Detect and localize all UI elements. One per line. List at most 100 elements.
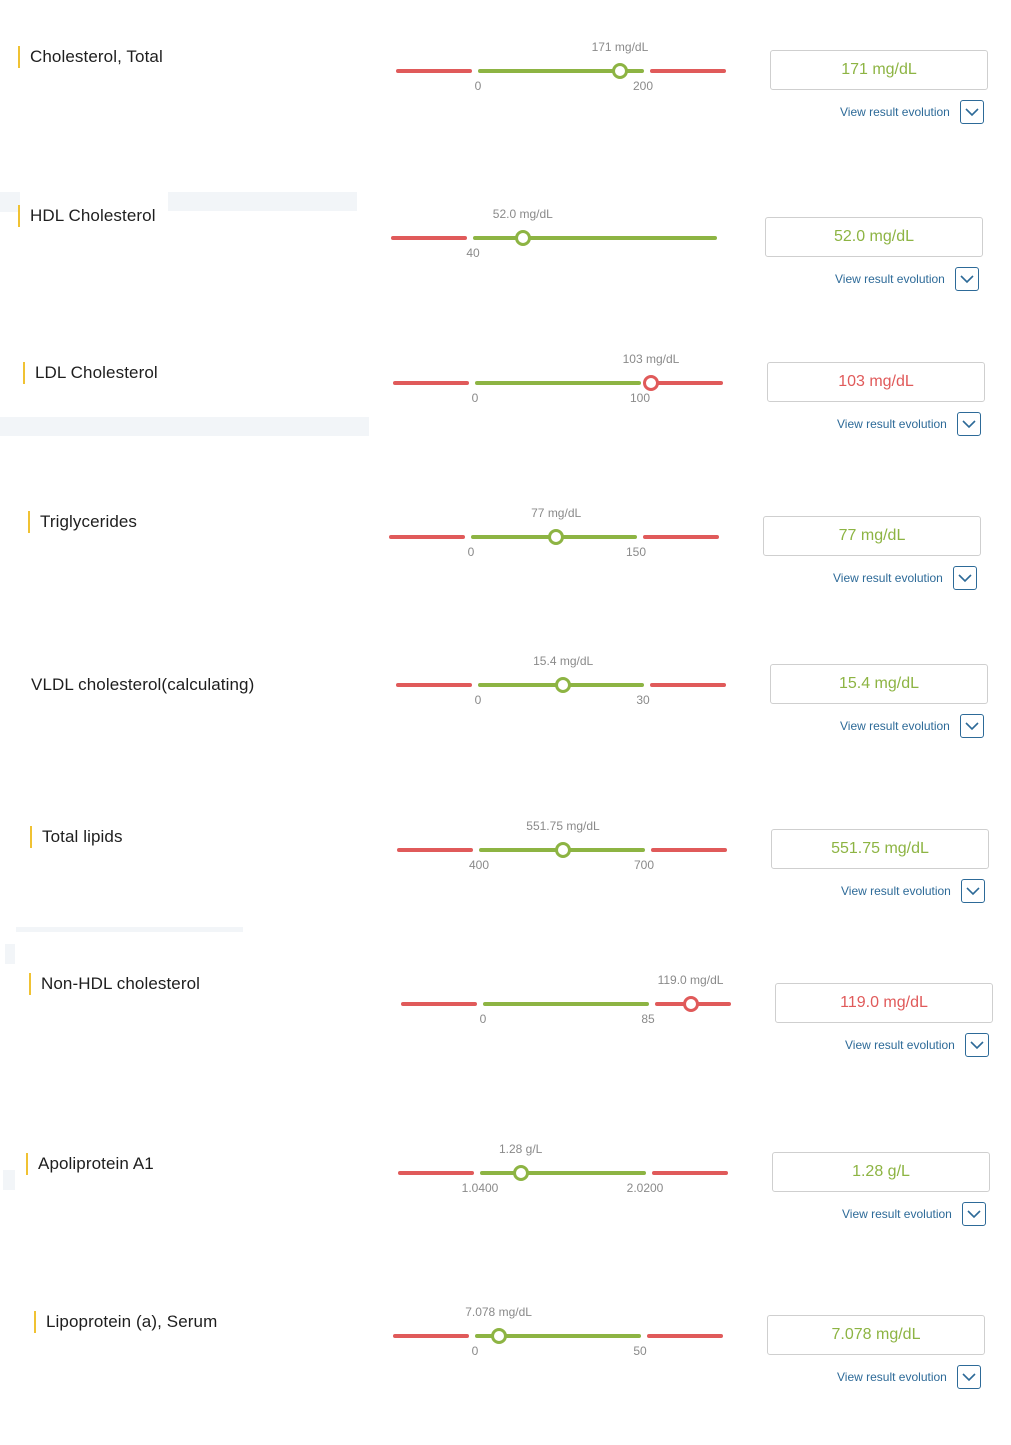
- low-limit-label: 400: [468, 858, 490, 872]
- normal-range-segment: [475, 381, 641, 385]
- result-value-label: 52.0 mg/dL: [492, 207, 553, 221]
- view-result-evolution[interactable]: View result evolution: [837, 412, 981, 436]
- view-result-evolution-link[interactable]: View result evolution: [837, 1370, 947, 1384]
- result-value-box: 171 mg/dL: [770, 50, 988, 90]
- background-band: [5, 944, 15, 964]
- result-marker: [555, 677, 572, 693]
- low-range-segment: [398, 1171, 474, 1175]
- low-limit-label: 0: [471, 1344, 479, 1358]
- result-value-box: 103 mg/dL: [767, 362, 985, 402]
- view-result-evolution-link[interactable]: View result evolution: [841, 884, 951, 898]
- view-result-evolution[interactable]: View result evolution: [842, 1202, 986, 1226]
- result-value-box: 77 mg/dL: [763, 516, 981, 556]
- reference-range-bar: 15.4 mg/dL 0 30: [396, 654, 726, 727]
- high-limit-label: 50: [633, 1344, 647, 1358]
- view-result-evolution[interactable]: View result evolution: [840, 714, 984, 738]
- high-limit-label: 700: [633, 858, 655, 872]
- result-marker: [682, 996, 699, 1012]
- low-limit-label: 0: [467, 545, 475, 559]
- result-value-label: 7.078 mg/dL: [465, 1305, 532, 1319]
- chevron-down-icon: [962, 1372, 976, 1381]
- reference-range-bar: 1.28 g/L 1.0400 2.0200: [398, 1142, 728, 1215]
- result-value-box: 7.078 mg/dL: [767, 1315, 985, 1355]
- low-limit-label: 1.0400: [461, 1181, 499, 1195]
- expand-button[interactable]: [964, 1033, 989, 1057]
- view-result-evolution[interactable]: View result evolution: [835, 267, 979, 291]
- chevron-down-icon: [960, 274, 974, 283]
- high-limit-label: 150: [625, 545, 647, 559]
- result-marker: [490, 1328, 507, 1344]
- expand-button[interactable]: [956, 1365, 981, 1389]
- low-range-segment: [396, 69, 472, 73]
- chevron-down-icon: [965, 107, 979, 116]
- expand-button[interactable]: [952, 566, 977, 590]
- chevron-down-icon: [965, 721, 979, 730]
- high-limit-label: 30: [636, 693, 650, 707]
- test-name-vldl-cholesterol-calculating: VLDL cholesterol(calculating): [31, 675, 255, 694]
- high-range-segment: [647, 1334, 723, 1338]
- normal-range-segment: [473, 236, 717, 240]
- chevron-down-icon: [970, 1040, 984, 1049]
- result-value-label: 551.75 mg/dL: [526, 819, 600, 833]
- result-marker: [554, 842, 571, 858]
- view-result-evolution[interactable]: View result evolution: [837, 1365, 981, 1389]
- background-band: [168, 192, 357, 211]
- test-name-cholesterol-total: Cholesterol, Total: [18, 46, 163, 68]
- low-range-segment: [391, 236, 467, 240]
- result-value-label: 119.0 mg/dL: [657, 973, 724, 987]
- normal-range-segment: [480, 1171, 646, 1175]
- view-result-evolution-link[interactable]: View result evolution: [833, 571, 943, 585]
- low-range-segment: [389, 535, 465, 539]
- high-range-segment: [652, 1171, 728, 1175]
- result-value-box: 15.4 mg/dL: [770, 664, 988, 704]
- view-result-evolution-link[interactable]: View result evolution: [840, 719, 950, 733]
- view-result-evolution[interactable]: View result evolution: [845, 1033, 989, 1057]
- view-result-evolution[interactable]: View result evolution: [840, 100, 984, 124]
- expand-button[interactable]: [956, 412, 981, 436]
- high-limit-label: 85: [641, 1012, 655, 1026]
- view-result-evolution-link[interactable]: View result evolution: [835, 272, 945, 286]
- reference-range-bar: 119.0 mg/dL 0 85: [401, 973, 731, 1046]
- expand-button[interactable]: [954, 267, 979, 291]
- reference-range-bar: 77 mg/dL 0 150: [389, 506, 719, 579]
- result-value-label: 1.28 g/L: [498, 1142, 543, 1156]
- reference-range-bar: 103 mg/dL 0 100: [393, 352, 723, 425]
- low-limit-label: 40: [466, 246, 480, 260]
- reference-range-bar: 7.078 mg/dL 0 50: [393, 1305, 723, 1378]
- view-result-evolution-link[interactable]: View result evolution: [837, 417, 947, 431]
- reference-range-bar: 551.75 mg/dL 400 700: [397, 819, 727, 892]
- view-result-evolution-link[interactable]: View result evolution: [845, 1038, 955, 1052]
- test-name-total-lipids: Total lipids: [30, 826, 123, 848]
- normal-range-segment: [483, 1002, 649, 1006]
- low-range-segment: [393, 381, 469, 385]
- test-name-non-hdl-cholesterol: Non-HDL cholesterol: [29, 973, 200, 995]
- chevron-down-icon: [967, 1209, 981, 1218]
- view-result-evolution-link[interactable]: View result evolution: [840, 105, 950, 119]
- test-name-triglycerides: Triglycerides: [28, 511, 137, 533]
- expand-button[interactable]: [960, 879, 985, 903]
- reference-range-bar: 52.0 mg/dL 40: [391, 207, 721, 280]
- test-name-hdl-cholesterol: HDL Cholesterol: [18, 205, 156, 227]
- background-band: [16, 927, 243, 932]
- view-result-evolution-link[interactable]: View result evolution: [842, 1207, 952, 1221]
- chevron-down-icon: [962, 419, 976, 428]
- normal-range-segment: [478, 69, 644, 73]
- result-value-box: 1.28 g/L: [772, 1152, 990, 1192]
- high-limit-label: 200: [632, 79, 654, 93]
- view-result-evolution[interactable]: View result evolution: [833, 566, 977, 590]
- expand-button[interactable]: [959, 100, 984, 124]
- expand-button[interactable]: [961, 1202, 986, 1226]
- view-result-evolution[interactable]: View result evolution: [841, 879, 985, 903]
- high-limit-label: 100: [629, 391, 651, 405]
- low-range-segment: [396, 683, 472, 687]
- low-range-segment: [397, 848, 473, 852]
- high-limit-label: 2.0200: [626, 1181, 664, 1195]
- background-band: [0, 417, 369, 436]
- normal-range-segment: [475, 1334, 641, 1338]
- expand-button[interactable]: [959, 714, 984, 738]
- result-value-label: 103 mg/dL: [622, 352, 680, 366]
- high-range-segment: [651, 848, 727, 852]
- chevron-down-icon: [958, 573, 972, 582]
- low-limit-label: 0: [471, 391, 479, 405]
- result-marker: [611, 63, 628, 79]
